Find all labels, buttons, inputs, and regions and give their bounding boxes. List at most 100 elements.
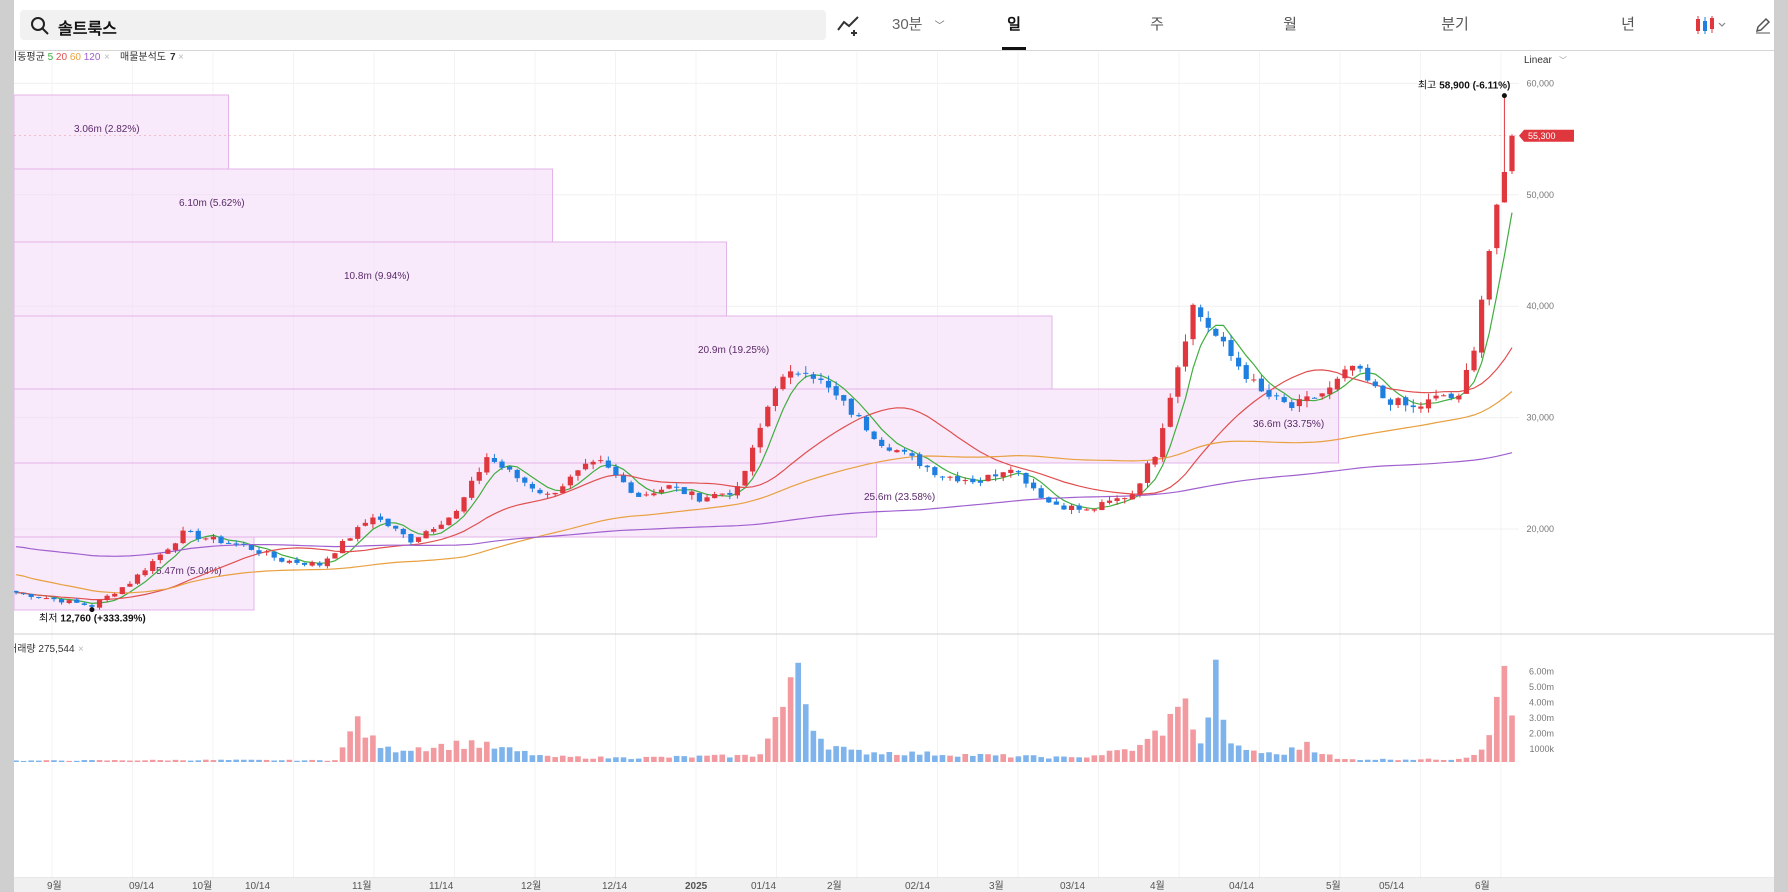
y-tick-label: 60,000 <box>1526 78 1554 88</box>
candle-body <box>818 378 824 381</box>
volume-bar <box>947 755 953 762</box>
ma-legend-part: 120 <box>81 52 101 63</box>
candle-body <box>947 476 953 478</box>
volume-bar <box>111 760 118 762</box>
candle-body <box>780 376 786 390</box>
candle-body <box>279 557 285 562</box>
chevron-down-icon: ﹀ <box>1559 56 1567 65</box>
volume-bar <box>286 759 293 762</box>
volume-bar <box>582 758 589 762</box>
volume-bar <box>1372 759 1379 762</box>
volume-bar <box>309 759 315 762</box>
volume-bar <box>1402 759 1409 762</box>
candle-body <box>431 528 437 532</box>
x-tick-label: 02/14 <box>905 881 930 892</box>
interval-select[interactable]: 30분 ﹀ <box>892 10 945 40</box>
volume-bar <box>1030 755 1037 762</box>
candle-body <box>636 492 642 497</box>
volume-bar <box>848 749 855 762</box>
candle-body <box>993 474 999 477</box>
candle-body <box>1076 505 1082 510</box>
volume-bar <box>529 755 536 762</box>
volume-bar <box>187 760 194 762</box>
edit-icon[interactable] <box>1754 16 1772 34</box>
price-chart[interactable]: 3.06m (2.82%)6.10m (5.62%)10.8m (9.94%)2… <box>14 0 1774 892</box>
volume-bar <box>1197 743 1204 762</box>
tab-day[interactable]: 일 <box>994 10 1034 50</box>
tab-month[interactable]: 월 <box>1283 16 1297 33</box>
volume-bar <box>104 760 110 762</box>
candle-body <box>476 471 482 481</box>
volume-bar <box>1319 754 1325 762</box>
volume-bar <box>1061 756 1067 762</box>
candle-body <box>1091 509 1097 511</box>
profile-label: 20.9m (19.25%) <box>698 345 769 356</box>
volume-bar <box>1251 750 1257 762</box>
tab-week[interactable]: 주 <box>1150 16 1164 33</box>
volume-bar <box>1456 758 1462 762</box>
candle-body <box>20 593 27 595</box>
tab-year[interactable]: 년 <box>1621 16 1635 33</box>
volume-bar <box>484 741 490 762</box>
volume-bar <box>66 760 72 762</box>
volume-bar <box>825 749 832 762</box>
candle-body <box>605 460 611 468</box>
candle-body <box>1023 472 1029 484</box>
volume-bar <box>833 746 839 762</box>
x-tick-label: 01/14 <box>751 881 776 892</box>
candle-body <box>1152 456 1158 465</box>
candle-body <box>689 491 695 496</box>
volume-bar <box>316 760 323 762</box>
volume-bar <box>878 754 885 762</box>
candle-body <box>1448 393 1454 399</box>
candle-body <box>491 458 498 462</box>
candle-body <box>833 386 839 396</box>
volume-bar <box>1478 749 1485 762</box>
tab-quarter[interactable]: 분기 <box>1441 16 1469 33</box>
volume-bar <box>1121 749 1128 762</box>
search-input[interactable]: 솔트룩스 <box>58 21 117 38</box>
x-tick-label: 9월 <box>47 880 62 892</box>
search-box[interactable]: 솔트룩스 <box>20 10 826 40</box>
ma-60-line <box>15 391 1513 594</box>
ma-legend-part: 20 <box>53 52 67 63</box>
volume-bar <box>992 755 999 762</box>
candle-body <box>226 542 232 544</box>
candle-body <box>241 543 247 545</box>
candle-body <box>1228 340 1234 356</box>
volume-bar <box>51 760 57 762</box>
volume-tick-label: 3.00m <box>1529 713 1554 723</box>
candle-body <box>696 492 703 502</box>
candle-body <box>469 480 475 498</box>
volume-bar <box>1159 735 1166 762</box>
volume-bar <box>871 752 877 762</box>
candle-body <box>560 486 566 494</box>
y-tick-label: 50,000 <box>1526 190 1554 200</box>
volume-bar <box>575 756 581 762</box>
ma-legend: 이동평균 5 20 60 120 <box>14 51 101 63</box>
volume-bar <box>408 750 414 762</box>
volume-bar <box>119 760 126 762</box>
drawing-tool-icon[interactable] <box>836 14 862 36</box>
volume-bar <box>1045 758 1052 762</box>
candle-body <box>1114 498 1120 501</box>
candle-body <box>355 527 361 539</box>
max-label-value: 58,900 (-6.11%) <box>1439 81 1510 92</box>
candle-body <box>1243 365 1249 380</box>
volume-bar <box>939 755 946 762</box>
volume-bar <box>651 756 657 762</box>
x-tick-label: 5월 <box>1326 880 1341 892</box>
candle-type-icon[interactable] <box>1694 15 1728 35</box>
volume-bar <box>1243 749 1250 762</box>
volume-bar <box>347 731 353 762</box>
candle-body <box>1342 369 1348 379</box>
candle-body <box>894 450 900 453</box>
candle-body <box>628 482 634 493</box>
candle-body <box>658 489 665 493</box>
candle-body <box>14 590 19 593</box>
candle-body <box>81 603 87 605</box>
candle-body <box>1046 497 1052 503</box>
volume-bar <box>795 662 801 762</box>
candle-body <box>233 543 239 545</box>
volume-bar <box>256 759 262 762</box>
